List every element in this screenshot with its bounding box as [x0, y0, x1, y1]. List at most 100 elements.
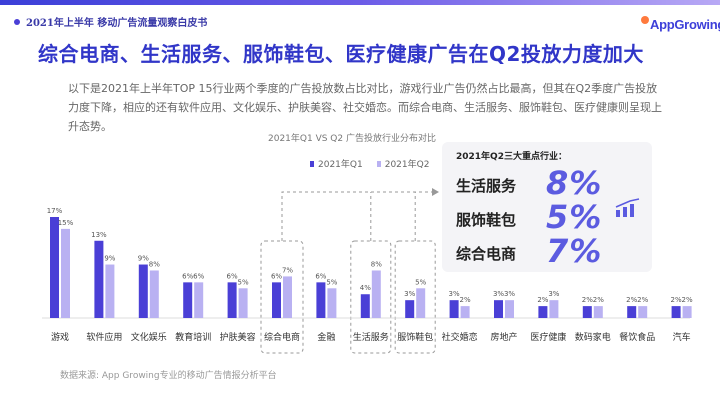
- bar-q1: [671, 306, 681, 318]
- category-label: 服饰鞋包: [397, 331, 433, 343]
- legend-label-q1: 2021年Q1: [318, 160, 363, 170]
- bar-q2: [549, 300, 559, 318]
- callout-value: 7%: [546, 232, 603, 270]
- bar-q2: [194, 282, 204, 318]
- bar-q1: [494, 300, 503, 318]
- callout-value: 5%: [546, 198, 603, 236]
- logo-text: AppGrowing: [650, 17, 720, 32]
- highlight-box: [350, 240, 392, 354]
- top-accent-bar: [0, 0, 720, 5]
- data-label-q2: 3%: [504, 290, 515, 298]
- data-label-q1: 2%: [582, 296, 593, 304]
- category-label: 餐饮食品: [619, 331, 655, 343]
- page-title: 综合电商、生活服务、服饰鞋包、医疗健康广告在Q2投放力度加大: [38, 42, 644, 66]
- bar-q2: [105, 264, 115, 318]
- data-label-q1: 6%: [227, 272, 238, 280]
- data-label-q2: 15%: [58, 219, 74, 227]
- category-label: 生活服务: [353, 331, 389, 343]
- chart-title: 2021年Q1 VS Q2 广告投放行业分布对比: [268, 134, 436, 144]
- data-label-q1: 17%: [47, 207, 63, 215]
- arrow-head-icon: [432, 188, 439, 196]
- category-label: 房地产: [490, 331, 517, 343]
- callout-label: 综合电商: [456, 245, 517, 263]
- bar-q1: [316, 282, 326, 318]
- bar-q1: [50, 217, 59, 318]
- legend-label-q2: 2021年Q2: [384, 160, 430, 170]
- bar-q1: [138, 264, 148, 318]
- category-label: 软件应用: [86, 331, 122, 343]
- data-label-q2: 2%: [637, 296, 648, 304]
- bar-q2: [505, 300, 514, 318]
- highlight-box: [260, 240, 304, 354]
- bar-q2: [149, 270, 159, 318]
- data-label-q2: 6%: [193, 272, 204, 280]
- bar-q2: [593, 306, 603, 318]
- legend-swatch-q1: [310, 160, 314, 167]
- data-label-q2: 5%: [326, 278, 337, 286]
- data-label-q1: 3%: [449, 290, 460, 298]
- data-label-q2: 3%: [548, 290, 559, 298]
- callout-row: 服饰鞋包 5%: [456, 198, 646, 236]
- bar-q1: [360, 294, 370, 318]
- bar-q2: [283, 276, 292, 318]
- data-label-q1: 2%: [626, 296, 637, 304]
- callout-label: 生活服务: [456, 177, 517, 195]
- category-label: 综合电商: [264, 331, 300, 343]
- growth-chart-icon: [615, 198, 640, 217]
- callout-value: 8%: [546, 164, 603, 202]
- legend-item-q2: 2021年Q2: [376, 157, 430, 170]
- category-label: 社交婚恋: [442, 331, 478, 343]
- category-label: 汽车: [673, 331, 691, 343]
- data-label-q1: 6%: [271, 272, 282, 280]
- bar-q2: [682, 306, 692, 318]
- data-label-q2: 2%: [593, 296, 604, 304]
- data-label-q1: 6%: [182, 272, 193, 280]
- report-tag: 2021年上半年 移动广告流量观察白皮书: [26, 18, 208, 29]
- data-label-q1: 2%: [537, 296, 548, 304]
- data-label-q1: 13%: [91, 231, 107, 239]
- data-label-q1: 9%: [138, 255, 149, 263]
- bar-q2: [61, 228, 70, 318]
- bar-q2: [327, 288, 337, 318]
- category-label: 护肤美容: [220, 331, 256, 343]
- bar-q1: [183, 282, 193, 318]
- bar-q2: [416, 288, 426, 318]
- bar-q2: [638, 306, 648, 318]
- app-growing-logo: AppGrowing: [636, 11, 720, 37]
- bar-q1: [405, 300, 415, 318]
- bar-q1: [94, 240, 104, 318]
- bar-q1: [538, 306, 548, 318]
- bar-q1: [272, 282, 281, 318]
- category-label: 文化娱乐: [131, 331, 167, 343]
- bar-q2: [238, 288, 248, 318]
- category-label: 金融: [317, 331, 335, 343]
- legend-swatch-q2: [376, 160, 381, 167]
- data-label-q1: 6%: [315, 272, 326, 280]
- category-label: 教育培训: [175, 331, 211, 343]
- key-industries-callout: 2021年Q2三大重点行业： 生活服务 8% 服饰鞋包 5% 综合电商 7%: [442, 142, 652, 272]
- callout-label: 服饰鞋包: [456, 211, 517, 229]
- logo-mark-icon: [641, 16, 649, 24]
- bar-q2: [460, 306, 470, 318]
- header-dot-icon: [14, 19, 20, 25]
- bar-q1: [582, 306, 592, 318]
- data-label-q2: 2%: [682, 296, 693, 304]
- bar-q2: [371, 270, 381, 318]
- bar-q1: [227, 282, 237, 318]
- data-label-q2: 7%: [282, 266, 293, 274]
- highlight-box: [394, 240, 436, 354]
- bar-q1: [449, 300, 459, 318]
- data-label-q1: 2%: [671, 296, 682, 304]
- data-source: 数据来源: App Growing专业的移动广告情报分析平台: [60, 371, 277, 381]
- data-label-q2: 2%: [460, 296, 471, 304]
- description: 以下是2021年上半年TOP 15行业两个季度的广告投放数占比对比，游戏行业广告…: [68, 82, 662, 133]
- legend-item-q1: 2021年Q1: [310, 157, 363, 170]
- data-label-q2: 8%: [371, 260, 382, 268]
- callout-row: 生活服务 8%: [456, 164, 646, 202]
- category-label: 游戏: [51, 331, 69, 343]
- data-label-q1: 3%: [493, 290, 504, 298]
- bar-q1: [627, 306, 637, 318]
- data-label-q2: 9%: [104, 255, 115, 263]
- data-label-q2: 5%: [238, 278, 249, 286]
